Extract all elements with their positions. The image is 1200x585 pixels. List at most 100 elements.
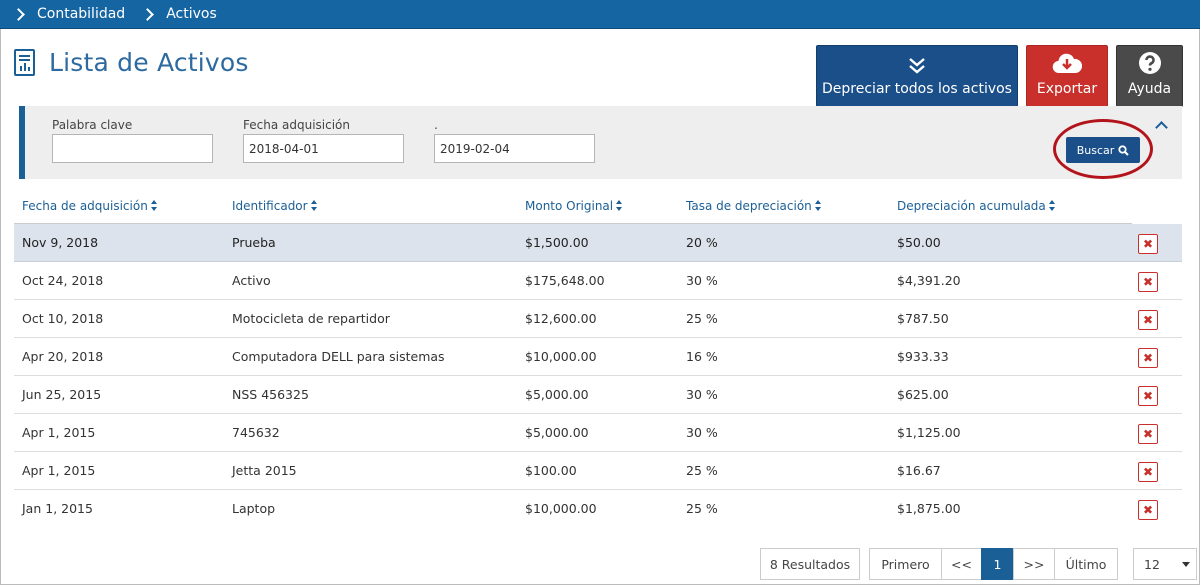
depreciar-todos-button[interactable]: Depreciar todos los activos: [816, 45, 1018, 107]
cloud-download-icon: [1052, 53, 1082, 74]
fecha-hasta-label: .: [434, 118, 438, 132]
cell-depreciacion: $1,125.00: [897, 425, 961, 440]
cell-depreciacion: $787.50: [897, 311, 949, 326]
fecha-hasta-input[interactable]: [434, 134, 595, 163]
breadcrumb: Contabilidad Activos: [0, 0, 1200, 29]
cell-depreciacion: $1,875.00: [897, 501, 961, 516]
cell-tasa: 25 %: [686, 463, 718, 478]
header-tasa-depreciacion[interactable]: Tasa de depreciación: [686, 199, 822, 213]
header-monto-original[interactable]: Monto Original: [525, 199, 623, 213]
table-header: Fecha de adquisición Identificador Monto…: [14, 188, 1132, 224]
document-chart-icon: [14, 49, 35, 76]
table-row[interactable]: Jun 25, 2015 NSS 456325 $5,000.00 30 % $…: [14, 376, 1182, 414]
cell-tasa: 20 %: [686, 235, 718, 250]
delete-row-icon[interactable]: ✖: [1138, 386, 1158, 406]
double-chevron-down-icon: [909, 58, 925, 74]
cell-depreciacion: $50.00: [897, 235, 941, 250]
page-size-select[interactable]: 12: [1133, 548, 1197, 580]
cell-fecha: Oct 24, 2018: [22, 273, 104, 288]
cell-depreciacion: $4,391.20: [897, 273, 961, 288]
results-count: 8 Resultados: [760, 548, 860, 580]
delete-row-icon[interactable]: ✖: [1138, 462, 1158, 482]
palabra-clave-input[interactable]: [52, 134, 213, 163]
delete-row-icon[interactable]: ✖: [1138, 310, 1158, 330]
header-identificador[interactable]: Identificador: [232, 199, 318, 213]
cell-identificador: Activo: [232, 273, 271, 288]
cell-monto: $10,000.00: [525, 349, 597, 364]
table-row[interactable]: Oct 10, 2018 Motocicleta de repartidor $…: [14, 300, 1182, 338]
page-size-value: 12: [1144, 556, 1160, 572]
caret-down-icon: [1182, 562, 1190, 567]
cell-monto: $10,000.00: [525, 501, 597, 516]
chevron-right-icon: [141, 7, 155, 21]
sort-icon: [1048, 200, 1056, 211]
table-row[interactable]: Apr 1, 2015 745632 $5,000.00 30 % $1,125…: [14, 414, 1182, 452]
breadcrumb-item-activos[interactable]: Activos: [166, 6, 217, 22]
cell-monto: $5,000.00: [525, 387, 589, 402]
page-header: Lista de Activos: [14, 48, 249, 77]
cell-fecha: Jan 1, 2015: [22, 501, 93, 516]
cell-identificador: Jetta 2015: [232, 463, 297, 478]
pager-next-button[interactable]: >>: [1013, 548, 1055, 580]
cell-identificador: Prueba: [232, 235, 276, 250]
buscar-button[interactable]: Buscar: [1066, 137, 1140, 163]
fecha-adquisicion-label: Fecha adquisición: [243, 118, 350, 132]
cell-monto: $5,000.00: [525, 425, 589, 440]
sort-icon: [310, 200, 318, 211]
pager-page-1[interactable]: 1: [981, 548, 1014, 580]
buscar-label: Buscar: [1076, 143, 1115, 157]
ayuda-label: Ayuda: [1127, 81, 1172, 97]
cell-monto: $175,648.00: [525, 273, 605, 288]
cell-identificador: Computadora DELL para sistemas: [232, 349, 445, 364]
cell-depreciacion: $16.67: [897, 463, 941, 478]
cell-identificador: 745632: [232, 425, 280, 440]
ayuda-button[interactable]: Ayuda: [1116, 45, 1183, 107]
palabra-clave-label: Palabra clave: [52, 118, 133, 132]
depreciar-label: Depreciar todos los activos: [822, 81, 1012, 97]
cell-fecha: Apr 20, 2018: [22, 349, 104, 364]
delete-row-icon[interactable]: ✖: [1138, 234, 1158, 254]
table-row[interactable]: Apr 1, 2015 Jetta 2015 $100.00 25 % $16.…: [14, 452, 1182, 490]
table-row[interactable]: Apr 20, 2018 Computadora DELL para siste…: [14, 338, 1182, 376]
pager-prev-button[interactable]: <<: [941, 548, 982, 580]
cell-depreciacion: $933.33: [897, 349, 949, 364]
cell-tasa: 30 %: [686, 273, 718, 288]
cell-fecha: Oct 10, 2018: [22, 311, 104, 326]
sort-icon: [150, 200, 158, 211]
table-row[interactable]: Jan 1, 2015 Laptop $10,000.00 25 % $1,87…: [14, 490, 1182, 528]
delete-row-icon[interactable]: ✖: [1138, 500, 1158, 520]
highlight-ellipse: [1053, 119, 1153, 179]
pager-first-button[interactable]: Primero: [869, 548, 942, 580]
cell-fecha: Apr 1, 2015: [22, 463, 96, 478]
header-fecha-adquisicion[interactable]: Fecha de adquisición: [22, 199, 158, 213]
fecha-desde-input[interactable]: [243, 134, 404, 163]
cell-fecha: Jun 25, 2015: [22, 387, 102, 402]
delete-row-icon[interactable]: ✖: [1138, 424, 1158, 444]
delete-row-icon[interactable]: ✖: [1138, 272, 1158, 292]
cell-tasa: 16 %: [686, 349, 718, 364]
cell-tasa: 25 %: [686, 501, 718, 516]
cell-fecha: Nov 9, 2018: [22, 235, 99, 250]
header-depreciacion-acumulada[interactable]: Depreciación acumulada: [897, 199, 1056, 213]
sort-icon: [814, 200, 822, 211]
page-title: Lista de Activos: [49, 48, 249, 77]
cell-monto: $12,600.00: [525, 311, 597, 326]
exportar-button[interactable]: Exportar: [1026, 45, 1108, 107]
search-icon: [1118, 144, 1129, 156]
sort-icon: [616, 200, 623, 211]
table-row[interactable]: Oct 24, 2018 Activo $175,648.00 30 % $4,…: [14, 262, 1182, 300]
cell-identificador: Motocicleta de repartidor: [232, 311, 390, 326]
cell-monto: $1,500.00: [525, 235, 589, 250]
cell-tasa: 25 %: [686, 311, 718, 326]
table-row[interactable]: Nov 9, 2018 Prueba $1,500.00 20 % $50.00…: [14, 224, 1182, 262]
cell-tasa: 30 %: [686, 387, 718, 402]
cell-identificador: Laptop: [232, 501, 276, 516]
exportar-label: Exportar: [1036, 81, 1098, 97]
delete-row-icon[interactable]: ✖: [1138, 348, 1158, 368]
question-circle-icon: [1138, 52, 1161, 74]
pager-last-button[interactable]: Último: [1054, 548, 1118, 580]
cell-depreciacion: $625.00: [897, 387, 949, 402]
cell-identificador: NSS 456325: [232, 387, 309, 402]
cell-tasa: 30 %: [686, 425, 718, 440]
breadcrumb-item-contabilidad[interactable]: Contabilidad: [37, 6, 126, 22]
